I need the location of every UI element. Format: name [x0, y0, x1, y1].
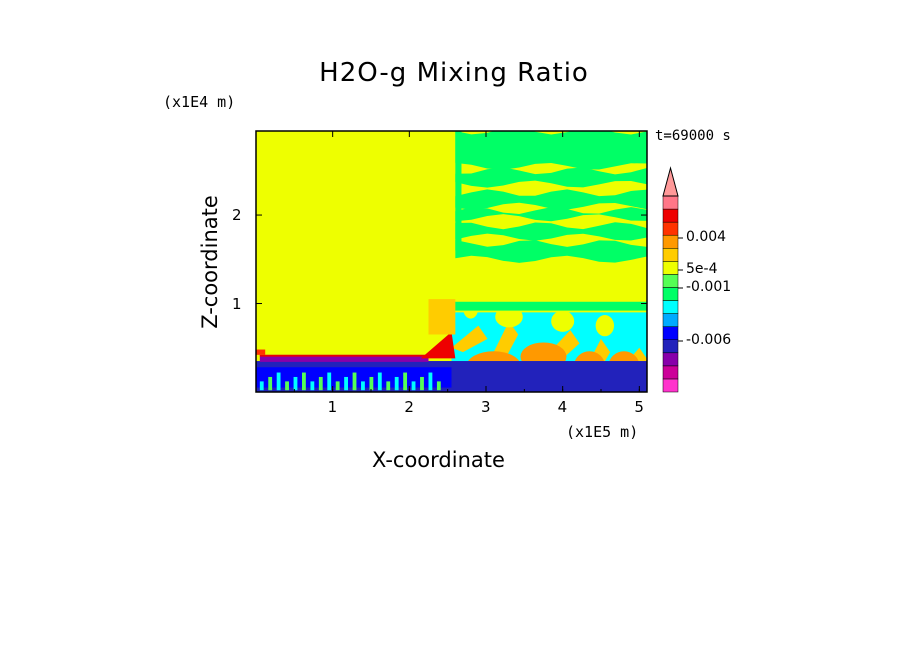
surface-cell — [411, 381, 416, 391]
colorbar-segment — [662, 248, 679, 262]
moist-plume — [451, 325, 488, 353]
moist-layer — [455, 189, 647, 210]
dry-pocket — [595, 315, 615, 337]
time-label: t=69000 s — [655, 128, 731, 144]
dry-pocket — [495, 306, 523, 328]
moist-layer — [455, 167, 647, 188]
surface-cell — [318, 376, 323, 391]
surface-cell — [310, 381, 315, 391]
colorbar-segment — [662, 313, 679, 327]
surface-cell — [285, 381, 289, 391]
surface-cell — [276, 372, 281, 391]
x-axis-label: X-coordinate — [372, 448, 505, 472]
chart-title: H2O-g Mixing Ratio — [319, 58, 589, 88]
colorbar-segment — [662, 287, 679, 301]
surface-cell — [403, 372, 408, 391]
surface-cell — [302, 372, 306, 391]
x-tick-label: 1 — [327, 398, 338, 416]
surface-cell — [352, 372, 357, 391]
colorbar-segment — [662, 274, 679, 288]
colorbar-segment — [662, 261, 679, 275]
x-unit-label: (x1E5 m) — [566, 423, 639, 441]
surface-cell — [420, 376, 424, 391]
colorbar-extend-max — [662, 166, 679, 197]
surface-cell — [428, 372, 433, 391]
colorbar-segment — [662, 234, 679, 249]
surface-cell — [377, 372, 382, 391]
colorbar-segment — [662, 365, 679, 380]
front-peak — [420, 331, 456, 359]
colorbar-segment — [662, 300, 679, 314]
surface-cell — [259, 381, 264, 391]
colorbar-label: -0.001 — [686, 279, 732, 295]
surface-cell — [394, 376, 399, 391]
inversion-band-top — [259, 354, 429, 357]
colorbar — [662, 166, 683, 393]
mixed-layer-top — [451, 301, 647, 311]
colorbar-segment — [662, 378, 679, 393]
x-tick-label: 2 — [404, 398, 414, 416]
moist-layer — [455, 207, 647, 222]
plot-axes — [255, 130, 648, 393]
z-unit-label: (x1E4 m) — [163, 93, 236, 111]
moist-layer — [455, 131, 647, 170]
colorbar-segment — [662, 339, 679, 354]
colorbar-label: -0.006 — [686, 332, 732, 348]
surface-cell — [369, 376, 374, 391]
surface-cell — [344, 376, 348, 391]
left-edge-red — [256, 349, 266, 355]
front-orange — [428, 299, 456, 335]
surface-cell — [436, 381, 441, 391]
colorbar-segment — [662, 208, 679, 223]
x-tick-label: 3 — [481, 398, 491, 416]
z-tick-label: 2 — [232, 206, 242, 225]
x-tick-label: 5 — [634, 398, 644, 416]
surface-cell — [335, 381, 340, 391]
plot-frame — [255, 130, 648, 393]
surface-cell — [386, 381, 391, 391]
surface-cell — [361, 381, 365, 391]
surface-cell — [327, 372, 332, 391]
colorbar-segment — [662, 326, 679, 340]
moist-layer — [455, 222, 647, 241]
inversion-band — [259, 354, 429, 362]
moist-layer — [455, 239, 647, 263]
moist-strip — [455, 131, 462, 251]
colorbar-segment — [662, 221, 679, 236]
colorbar-label: 5e-4 — [686, 261, 718, 277]
surface-cell — [293, 376, 298, 391]
surface-cell — [268, 376, 273, 391]
colorbar-label: 0.004 — [686, 229, 727, 245]
dry-pocket — [551, 310, 575, 332]
z-tick-label: 1 — [232, 294, 242, 313]
x-tick-label: 4 — [557, 398, 568, 416]
colorbar-segment — [662, 352, 679, 367]
colorbar-segment — [662, 195, 679, 210]
contour-field — [256, 131, 647, 392]
